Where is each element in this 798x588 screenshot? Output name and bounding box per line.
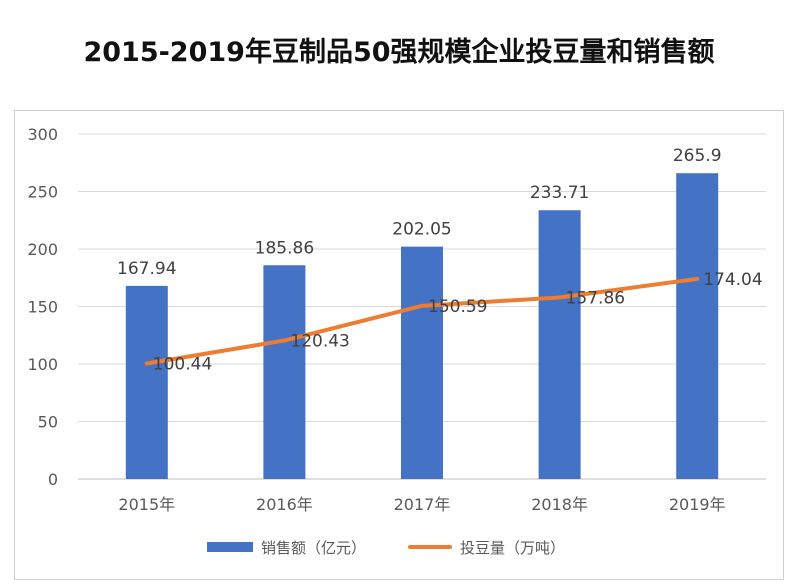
legend-label-sales: 销售额（亿元） (261, 538, 367, 557)
legend-item-beans: 投豆量（万吨） (408, 534, 565, 560)
bar-data-label: 265.9 (673, 146, 722, 166)
line-data-label: 100.44 (153, 354, 212, 374)
x-axis-ticks: 2015年 2016年 2017年 2018年 2019年 (118, 495, 725, 514)
legend-item-sales: 销售额（亿元） (207, 534, 366, 560)
bar (401, 246, 443, 479)
chart-title: 2015-2019年豆制品50强规模企业投豆量和销售额 (83, 37, 715, 68)
x-tick-label: 2015年 (118, 495, 175, 514)
x-tick-label: 2019年 (669, 495, 726, 514)
y-tick-label: 250 (27, 183, 58, 202)
bar (263, 265, 306, 479)
bar-data-label: 202.05 (392, 220, 451, 240)
data-labels: 167.94 185.86 202.05 233.71 265.9 100.44 120.4… (117, 146, 763, 374)
line-data-label: 150.59 (428, 297, 487, 317)
y-axis-ticks: 0 50 100 150 200 250 300 (27, 125, 58, 489)
y-tick-label: 100 (27, 355, 58, 374)
bar (125, 285, 168, 479)
line-series (144, 276, 700, 366)
legend-swatch-bar (207, 542, 253, 552)
line-data-label: 174.04 (703, 270, 762, 290)
line-point (420, 303, 424, 308)
y-tick-label: 150 (27, 298, 58, 317)
y-tick-label: 50 (38, 413, 58, 432)
x-tick-label: 2017年 (394, 495, 451, 514)
line-point (282, 338, 287, 343)
y-tick-label: 0 (48, 470, 58, 489)
bar (676, 173, 719, 479)
bar-data-label: 167.94 (117, 259, 176, 279)
legend-swatch-line (408, 545, 452, 549)
line-point (557, 295, 562, 300)
y-tick-label: 300 (27, 125, 58, 144)
bar-series (125, 173, 719, 479)
x-tick-label: 2018年 (531, 495, 588, 514)
y-tick-label: 200 (27, 240, 58, 259)
bar-data-label: 185.86 (255, 238, 314, 258)
x-tick-label: 2016年 (256, 495, 313, 514)
line-point (144, 361, 149, 366)
legend-label-beans: 投豆量（万吨） (460, 538, 566, 557)
line-data-label: 157.86 (566, 288, 625, 308)
bar-data-label: 233.71 (530, 183, 589, 203)
chart-area-border (14, 110, 784, 580)
line-point (695, 276, 700, 281)
line-data-label: 120.43 (290, 332, 349, 352)
legend: 销售额（亿元） 投豆量（万吨） (0, 534, 798, 560)
bar (538, 210, 581, 479)
